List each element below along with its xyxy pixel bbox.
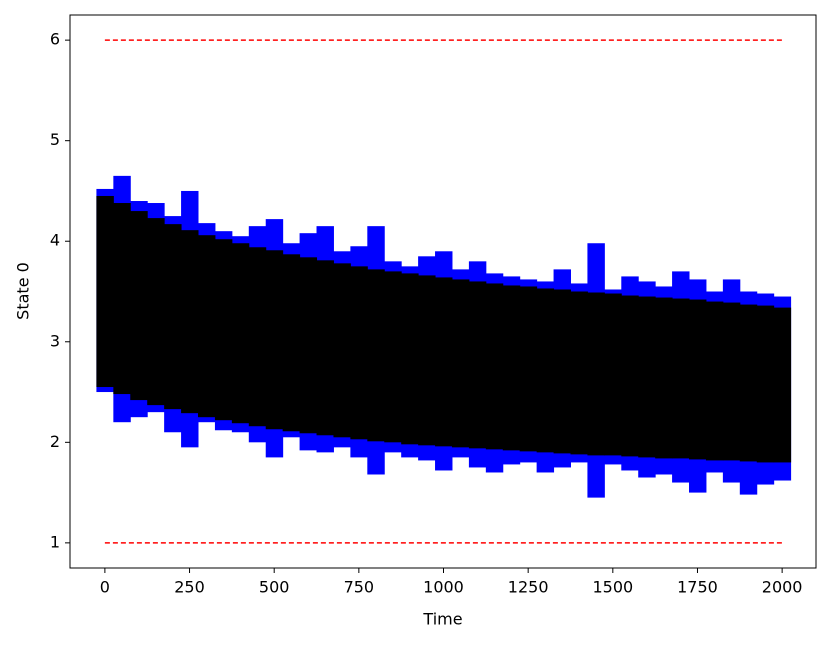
range-bar [502,285,521,451]
range-bar [468,281,487,449]
range-bar [570,291,588,455]
y-tick-label: 1 [50,532,60,551]
range-bar [435,277,453,447]
y-tick-label: 2 [50,432,60,451]
range-bar [333,263,351,438]
range-bar [147,218,165,406]
x-tick-label: 750 [344,578,375,597]
x-tick-label: 1000 [423,578,464,597]
x-tick-label: 1250 [508,578,549,597]
range-bar [367,269,385,442]
y-axis-label: State 0 [14,262,33,320]
range-bar [198,235,216,418]
range-bar [451,279,470,448]
range-bar [604,293,622,456]
y-tick-label: 5 [50,130,60,149]
range-bar [181,230,199,414]
range-bar [113,203,131,395]
range-bar [164,224,182,410]
x-tick-label: 1500 [592,578,633,597]
range-bar [96,195,114,388]
range-bar [282,254,301,432]
range-bar [638,296,656,458]
x-axis-label: Time [422,610,462,629]
range-bar [536,288,555,453]
range-bar [384,271,402,443]
x-tick-label: 1750 [677,578,718,597]
range-bar [756,305,775,463]
x-tick-label: 500 [259,578,290,597]
x-tick-label: 2000 [762,578,803,597]
range-bar [621,295,639,457]
range-bar [248,247,267,427]
range-bar [672,298,690,459]
range-bar [214,239,233,421]
range-bar [231,243,250,424]
range-bar [299,257,318,434]
range-bar [401,273,419,445]
range-bar [519,286,538,452]
range-bar [130,211,148,401]
range-bar [705,301,724,461]
y-tick-label: 4 [50,231,60,250]
range-bar [553,289,571,454]
range-bar [350,266,368,440]
y-tick-label: 3 [50,331,60,350]
x-tick-label: 0 [100,578,110,597]
range-bar [587,292,605,456]
range-bar [316,260,334,436]
range-bar [485,283,504,450]
range-bar [689,299,707,460]
y-tick-label: 6 [50,30,60,49]
x-tick-label: 250 [174,578,205,597]
range-bar [773,307,792,463]
range-bar [722,302,741,461]
range-bar [739,304,758,462]
range-bar [655,297,673,459]
plot-frame [69,14,817,569]
range-bar [418,275,436,446]
range-bar [265,250,284,430]
